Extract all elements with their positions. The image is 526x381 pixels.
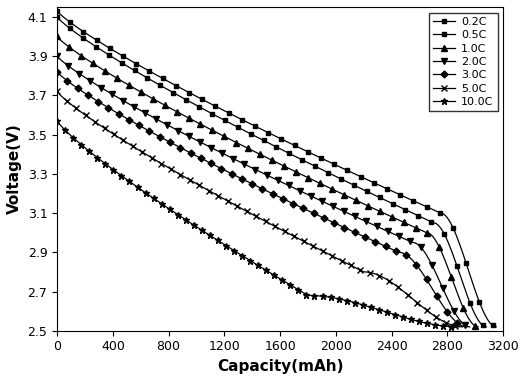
1.0C	[371, 207, 377, 211]
0.5C	[483, 325, 490, 329]
0.5C	[54, 14, 60, 19]
Line: 2.0C: 2.0C	[54, 53, 472, 330]
0.5C	[307, 162, 313, 166]
0.5C	[164, 87, 170, 92]
1.0C	[128, 85, 135, 89]
0.2C	[252, 124, 259, 129]
5.0C	[293, 235, 299, 240]
10.0C	[54, 118, 60, 123]
Line: 1.0C: 1.0C	[54, 34, 481, 330]
Line: 0.2C: 0.2C	[55, 8, 499, 329]
1.0C	[245, 146, 251, 150]
3.0C	[328, 219, 334, 224]
Y-axis label: Voltage(V): Voltage(V)	[7, 123, 22, 214]
0.2C	[167, 80, 173, 85]
10.0C	[236, 251, 242, 256]
1.0C	[335, 190, 341, 194]
2.0C	[365, 220, 371, 224]
Line: 3.0C: 3.0C	[55, 69, 469, 329]
2.0C	[160, 120, 166, 125]
0.2C	[493, 325, 499, 329]
1.0C	[162, 103, 168, 108]
3.0C	[126, 118, 133, 122]
0.5C	[377, 195, 383, 200]
1.0C	[475, 325, 481, 329]
X-axis label: Capacity(mAh): Capacity(mAh)	[217, 359, 343, 374]
Line: 0.5C: 0.5C	[55, 14, 489, 329]
0.2C	[132, 61, 138, 65]
2.0C	[297, 189, 304, 193]
2.0C	[240, 162, 247, 166]
5.0C	[54, 89, 60, 94]
0.2C	[313, 153, 319, 158]
2.0C	[54, 54, 60, 58]
3.0C	[464, 325, 470, 329]
Line: 5.0C: 5.0C	[54, 88, 466, 330]
0.5C	[130, 67, 136, 72]
3.0C	[54, 69, 60, 74]
0.5C	[341, 178, 347, 182]
2.0C	[127, 102, 133, 107]
2.0C	[467, 325, 473, 329]
5.0C	[126, 142, 132, 146]
10.0C	[157, 200, 164, 205]
5.0C	[158, 161, 165, 166]
5.0C	[359, 269, 366, 274]
3.0C	[159, 136, 166, 141]
0.2C	[54, 9, 60, 13]
Line: 10.0C: 10.0C	[54, 117, 462, 330]
0.2C	[347, 170, 353, 174]
2.0C	[329, 204, 336, 208]
0.2C	[385, 187, 391, 191]
3.0C	[362, 235, 369, 240]
10.0C	[290, 285, 297, 289]
10.0C	[456, 325, 462, 329]
1.0C	[54, 34, 60, 38]
3.0C	[239, 177, 246, 181]
5.0C	[460, 325, 466, 329]
0.5C	[248, 132, 255, 136]
3.0C	[296, 204, 302, 208]
5.0C	[237, 206, 244, 210]
10.0C	[356, 302, 362, 306]
5.0C	[325, 251, 331, 256]
10.0C	[322, 294, 328, 299]
10.0C	[125, 178, 132, 183]
1.0C	[302, 174, 308, 179]
Legend: 0.2C, 0.5C, 1.0C, 2.0C, 3.0C, 5.0C, 10.0C: 0.2C, 0.5C, 1.0C, 2.0C, 3.0C, 5.0C, 10.0…	[429, 13, 498, 111]
